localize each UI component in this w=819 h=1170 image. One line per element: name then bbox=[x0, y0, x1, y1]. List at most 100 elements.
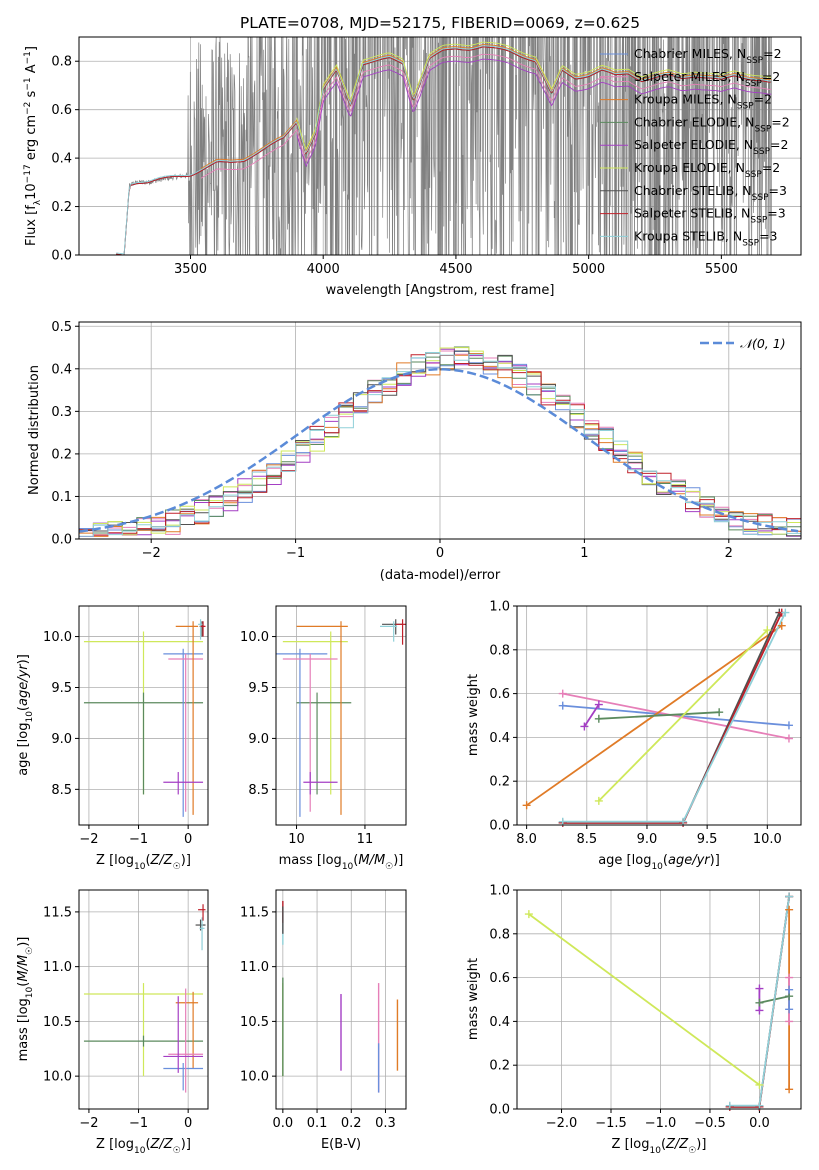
plot-area bbox=[282, 900, 399, 1093]
y-axis-label: Flux [fλ10−17 erg cm−2 s−1 A−1] bbox=[23, 46, 43, 246]
x-axis-label: (data-model)/error bbox=[380, 568, 501, 583]
x-tick-label: 4500 bbox=[439, 262, 472, 277]
legend-entry: Chabrier STELIB, NSSP=3 bbox=[634, 183, 787, 203]
y-tick-label: 0.2 bbox=[489, 1059, 510, 1074]
point-marker bbox=[558, 817, 567, 826]
x-tick-label: 0 bbox=[436, 546, 444, 561]
panel-massweight_vs_Z: −2.0 −1.5 −1.0 −0.5 0.0 0.0 0.2 0.4 0.6 0.8 1.0 Z [… bbox=[466, 884, 802, 1156]
legend-entry: Chabrier ELODIE, NSSP=2 bbox=[634, 114, 790, 134]
legend-entry: Kroupa STELIB, NSSP=3 bbox=[634, 228, 778, 248]
model-line-kroupa-stelib bbox=[116, 45, 771, 255]
y-tick-label: 0.6 bbox=[489, 971, 510, 986]
x-tick-label: −2.0 bbox=[546, 1116, 578, 1131]
legend-entry: 𝒩(0, 1) bbox=[740, 336, 786, 351]
y-axis-label: age [log10(age/yr)] bbox=[16, 654, 35, 776]
panel-mass_vs_ebv: 0.0 0.1 0.2 0.3 10.0 10.5 11.0 11.5 E(B-V) bbox=[240, 889, 407, 1152]
series-line-kroupa-stelib bbox=[562, 612, 787, 823]
point-marker bbox=[785, 1005, 794, 1014]
normal-curve bbox=[79, 368, 799, 533]
point-marker bbox=[594, 796, 603, 805]
series-line-kroupa-elodie bbox=[528, 913, 760, 1086]
point-marker bbox=[784, 734, 793, 743]
point-marker bbox=[785, 892, 794, 901]
x-tick-label: 0.2 bbox=[341, 1116, 362, 1131]
x-tick-label: 9.0 bbox=[637, 832, 658, 847]
x-tick-label: 0 bbox=[184, 1116, 192, 1131]
x-tick-label: 0.1 bbox=[307, 1116, 328, 1131]
x-tick-label: 0 bbox=[184, 832, 192, 847]
x-tick-label: −1.5 bbox=[595, 1116, 627, 1131]
model-line-salpeter-elodie bbox=[296, 58, 772, 168]
y-tick-label: 10.5 bbox=[240, 1015, 269, 1030]
x-tick-label: 3500 bbox=[174, 262, 207, 277]
y-tick-label: 11.5 bbox=[43, 905, 72, 920]
spectrum-data-line bbox=[100, 37, 772, 255]
y-tick-label: 9.0 bbox=[248, 732, 269, 747]
plot-area bbox=[83, 619, 206, 817]
legend-entry: Salpeter STELIB, NSSP=3 bbox=[634, 206, 786, 226]
x-axis-label: Z [log10(Z/Z☉)] bbox=[612, 1137, 707, 1156]
x-axis-label: mass [log10(M/M☉)] bbox=[279, 853, 404, 872]
panel-residuals: −2 −1 0 1 2 0.0 0.1 0.2 0.3 0.4 0.5 𝒩(0, 1) (data-mo… bbox=[27, 320, 802, 583]
y-tick-label: 0.4 bbox=[51, 362, 72, 377]
y-tick-label: 0.5 bbox=[51, 320, 72, 335]
y-tick-label: 0.0 bbox=[489, 1103, 510, 1118]
y-tick-label: 9.0 bbox=[51, 732, 72, 747]
axes-frame bbox=[275, 605, 407, 826]
y-tick-label: 0.3 bbox=[51, 405, 72, 420]
y-tick-label: 10.0 bbox=[43, 630, 72, 645]
y-tick-label: 1.0 bbox=[489, 600, 510, 615]
panel-age_vs_Z: −2 −1 0 8.5 9.0 9.5 10.0 Z [log10(Z/Z☉)] age [lo… bbox=[16, 605, 209, 872]
y-axis-label: mass [log10(M/M☉)] bbox=[16, 937, 35, 1062]
x-tick-label: −0.5 bbox=[694, 1116, 726, 1131]
point-marker bbox=[755, 1080, 764, 1089]
y-axis-label: mass weight bbox=[466, 958, 481, 1040]
model-line-salpeter-stelib bbox=[116, 46, 771, 255]
y-tick-label: 11.5 bbox=[240, 905, 269, 920]
x-tick-label: 10 bbox=[288, 832, 305, 847]
y-tick-label: 9.5 bbox=[248, 681, 269, 696]
x-tick-label: 11 bbox=[357, 832, 374, 847]
point-marker bbox=[755, 1006, 764, 1015]
axes-frame bbox=[275, 889, 407, 1110]
y-tick-label: 0.8 bbox=[51, 55, 72, 70]
y-tick-label: 0.4 bbox=[489, 1015, 510, 1030]
x-tick-label: 0.3 bbox=[375, 1116, 396, 1131]
y-tick-label: 0.0 bbox=[51, 533, 72, 548]
x-tick-label: −2 bbox=[79, 1116, 98, 1131]
residual-hist-kroupa-stelib bbox=[79, 352, 801, 539]
legend-entry: Salpeter ELODIE, NSSP=2 bbox=[634, 137, 788, 157]
point-marker bbox=[755, 998, 764, 1007]
model-line-kroupa-elodie bbox=[296, 41, 772, 151]
x-tick-label: −2 bbox=[142, 546, 161, 561]
point-marker bbox=[715, 708, 724, 717]
axes-frame bbox=[78, 321, 802, 540]
series-line-salpeter-stelib bbox=[562, 612, 783, 824]
y-axis-label: mass weight bbox=[466, 674, 481, 756]
point-marker bbox=[777, 621, 786, 630]
x-tick-label: 1 bbox=[580, 546, 588, 561]
y-tick-label: 0.2 bbox=[51, 200, 72, 215]
y-tick-label: 0.6 bbox=[489, 687, 510, 702]
y-tick-label: 0.4 bbox=[51, 152, 72, 167]
point-marker bbox=[558, 701, 567, 710]
point-marker bbox=[763, 626, 772, 635]
panel-massweight_vs_age: 8.0 8.5 9.0 9.5 10.0 0.0 0.2 0.4 0.6 0.8 1.0 age [l… bbox=[466, 600, 802, 872]
y-tick-label: 9.5 bbox=[51, 681, 72, 696]
plot-area bbox=[276, 619, 406, 817]
point-marker bbox=[785, 985, 794, 994]
point-marker bbox=[522, 801, 531, 810]
point-marker bbox=[580, 722, 589, 731]
x-tick-label: −2 bbox=[79, 832, 98, 847]
model-line-kroupa-miles bbox=[200, 44, 772, 169]
plot-area bbox=[528, 896, 790, 1108]
x-tick-label: −1 bbox=[129, 832, 148, 847]
legend-entry: Kroupa ELODIE, NSSP=2 bbox=[634, 160, 780, 180]
y-tick-label: 10.0 bbox=[43, 1070, 72, 1085]
x-tick-label: 8.0 bbox=[516, 832, 537, 847]
x-tick-label: 9.5 bbox=[697, 832, 718, 847]
x-tick-label: 8.5 bbox=[576, 832, 597, 847]
y-tick-label: 0.6 bbox=[51, 103, 72, 118]
point-marker bbox=[594, 700, 603, 709]
panel-age_vs_mass: 10 11 8.5 9.0 9.5 10.0 mass [log10(M/M☉)] bbox=[240, 605, 407, 872]
